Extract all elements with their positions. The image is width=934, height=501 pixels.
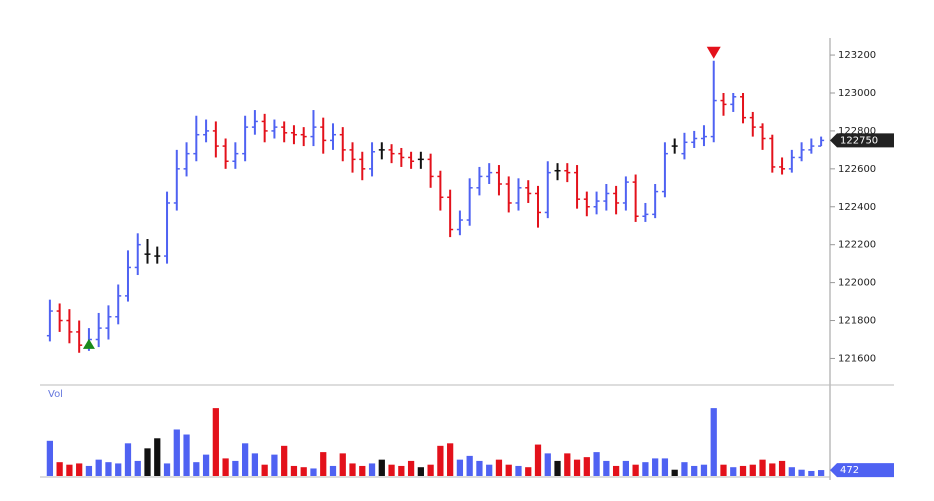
volume-bar bbox=[534, 444, 542, 476]
volume-bar bbox=[456, 459, 464, 476]
volume-bar bbox=[378, 459, 385, 476]
y-tick-label: 121600 bbox=[838, 353, 876, 364]
volume-bar bbox=[642, 462, 649, 476]
volume-bar bbox=[759, 459, 766, 476]
volume-bar bbox=[261, 464, 268, 476]
volume-bar bbox=[134, 460, 141, 476]
volume-bar bbox=[242, 443, 249, 476]
volume-bar bbox=[466, 455, 473, 476]
volume-bar bbox=[583, 457, 590, 476]
volume-bar bbox=[525, 467, 532, 476]
volume-bar bbox=[124, 443, 132, 476]
volume-bar bbox=[368, 463, 376, 476]
volume-bar bbox=[300, 467, 307, 476]
volume-bar bbox=[691, 465, 698, 476]
volume-bar bbox=[515, 465, 522, 476]
volume-bar bbox=[329, 465, 337, 476]
volume-bar bbox=[739, 465, 747, 476]
volume-bar bbox=[212, 408, 219, 476]
volume-bar bbox=[154, 438, 161, 476]
volume-bar bbox=[749, 464, 756, 476]
volume-bar bbox=[232, 460, 239, 476]
volume-bar bbox=[193, 462, 200, 476]
volume-bar bbox=[417, 467, 424, 476]
volume-bar bbox=[495, 459, 503, 476]
volume-bar bbox=[76, 463, 83, 476]
volume-bar bbox=[437, 445, 444, 476]
volume-bar bbox=[183, 434, 190, 476]
volume-bar bbox=[778, 460, 786, 476]
volume-bar bbox=[310, 468, 317, 476]
volume-bar bbox=[700, 464, 708, 476]
volume-bar bbox=[476, 460, 483, 476]
last-price-box bbox=[830, 133, 894, 148]
volume-bar bbox=[505, 464, 512, 476]
volume-bar bbox=[388, 464, 395, 476]
y-tick-label: 122800 bbox=[838, 126, 876, 137]
volume-bar bbox=[730, 467, 737, 476]
last-volume-box bbox=[830, 463, 894, 478]
volume-bar bbox=[407, 460, 415, 476]
volume-bar bbox=[593, 452, 600, 476]
y-tick-label: 122200 bbox=[838, 240, 876, 251]
volume-bar bbox=[710, 408, 717, 476]
volume-bar bbox=[202, 454, 210, 476]
volume-bar bbox=[769, 463, 776, 476]
volume-bar bbox=[798, 469, 805, 476]
volume-bar bbox=[632, 464, 639, 476]
volume-bar bbox=[808, 470, 815, 476]
y-tick-label: 123200 bbox=[838, 50, 876, 61]
last-price-label: 122750 bbox=[840, 135, 878, 146]
volume-bar bbox=[222, 458, 229, 476]
volume-bar bbox=[56, 462, 63, 476]
volume-bar bbox=[105, 462, 112, 476]
volume-bar bbox=[681, 462, 688, 476]
volume-bar bbox=[427, 464, 434, 476]
volume-bar bbox=[788, 467, 795, 476]
volume-bar bbox=[163, 463, 171, 476]
last-volume-label: 472 bbox=[840, 465, 859, 476]
volume-bar bbox=[544, 453, 551, 476]
volume-bar bbox=[603, 460, 610, 476]
volume-bar bbox=[398, 465, 405, 476]
volume-bar bbox=[349, 463, 356, 476]
volume-bar bbox=[359, 465, 366, 476]
volume-bar bbox=[95, 459, 102, 476]
volume-bar bbox=[144, 448, 151, 476]
y-tick-label: 122000 bbox=[838, 278, 876, 289]
sell-marker bbox=[706, 46, 721, 59]
volume-bar bbox=[671, 469, 678, 476]
volume-bar bbox=[173, 429, 180, 476]
y-tick-label: 123000 bbox=[838, 88, 876, 99]
volume-bar bbox=[720, 464, 727, 476]
y-tick-label: 122600 bbox=[838, 164, 876, 175]
volume-bar bbox=[817, 470, 825, 476]
y-tick-label: 121800 bbox=[838, 316, 876, 327]
y-tick-label: 122400 bbox=[838, 202, 876, 213]
volume-bar bbox=[251, 453, 259, 476]
volume-bar bbox=[622, 460, 629, 476]
volume-bar bbox=[564, 453, 571, 476]
volume-bar bbox=[290, 465, 298, 476]
volume-bar bbox=[66, 464, 73, 476]
volume-bar bbox=[320, 452, 327, 476]
volume-bar bbox=[281, 445, 288, 476]
volume-bar bbox=[447, 443, 454, 476]
volume-bar bbox=[573, 459, 581, 476]
volume-bar bbox=[612, 465, 620, 476]
volume-bar bbox=[271, 454, 278, 476]
volume-bar bbox=[652, 458, 659, 476]
volume-label: Vol bbox=[48, 389, 63, 400]
volume-bar bbox=[486, 464, 493, 476]
volume-bar bbox=[554, 460, 561, 476]
volume-bar bbox=[85, 465, 93, 476]
volume-bar bbox=[115, 463, 122, 476]
volume-bar bbox=[661, 458, 669, 476]
volume-bar bbox=[339, 453, 346, 476]
volume-bar bbox=[46, 440, 54, 476]
buy-marker bbox=[82, 338, 95, 349]
